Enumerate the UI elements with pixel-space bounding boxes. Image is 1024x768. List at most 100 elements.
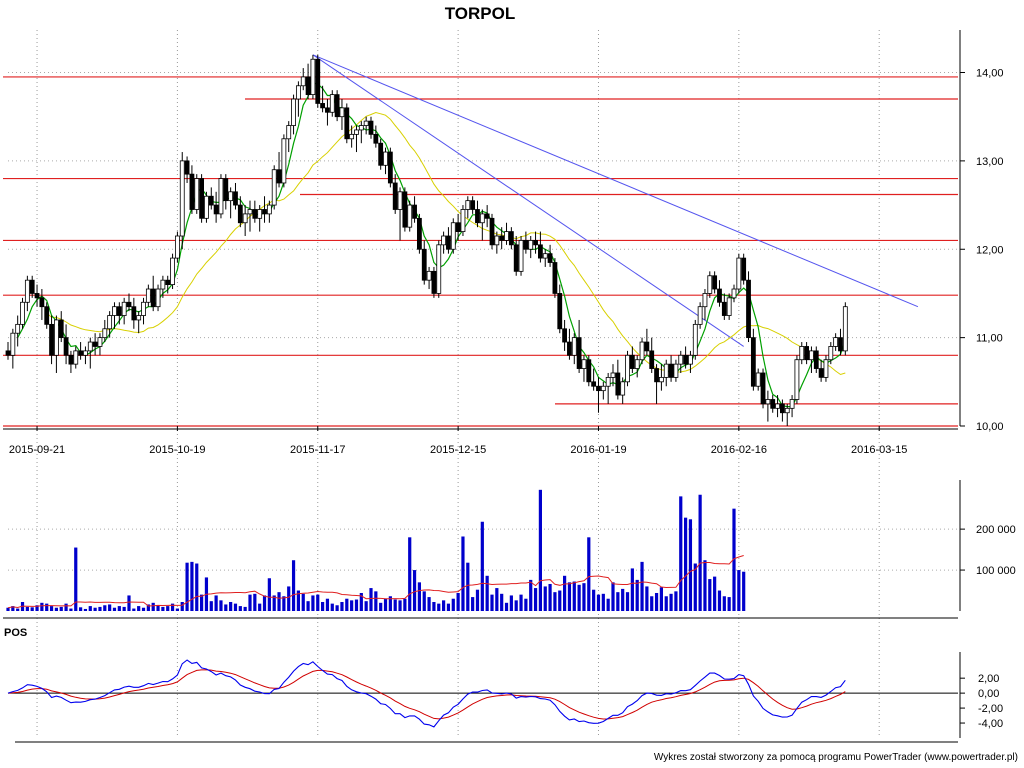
volume-bar [471,597,475,611]
volume-bar [59,606,63,611]
candle-up [310,58,316,96]
candle-down [499,235,505,241]
volume-bar [654,592,659,611]
volume-bar [25,606,29,611]
candle-down [34,293,40,299]
volume-bar [54,607,58,611]
volume-bar [611,582,615,611]
candle-up [281,138,287,184]
candle-down [484,213,490,219]
volume-bar [258,603,262,611]
candle-up [112,306,117,316]
trendlines [312,54,919,347]
oscillator-panel: 2,00 0,00 -2,00 -4,00 [7,652,1003,743]
candle-up [518,240,524,272]
candle-up [688,354,693,365]
candle-up [494,235,500,246]
volume-bar [296,590,300,611]
volume-bar [185,562,189,611]
moving-averages [17,82,846,408]
volume-bar [306,601,310,611]
volume-bar [156,605,160,611]
candle-down [334,94,340,118]
candle-up [121,301,127,316]
volume-bar [88,606,92,611]
candle-up [170,257,175,286]
volume-bar [727,597,731,611]
candle-down [49,323,54,356]
volume-bar [722,596,726,611]
candle-down [325,107,330,113]
candle-down [199,178,205,219]
volume-bar [170,603,175,611]
candle-up [678,354,684,365]
volume-bar [253,593,257,611]
candle-down [223,178,229,202]
x-tick-label: 2015-10-19 [149,444,205,456]
volume-bar [456,592,460,611]
candle-up [620,381,626,396]
candle-down [116,306,122,316]
volume-bar [606,598,610,611]
candle-down [39,297,45,308]
candle-down [475,209,480,224]
candle-down [29,279,35,294]
volume-bar [6,607,10,611]
candle-up [358,125,364,131]
candle-up [102,328,108,339]
volume-bar [601,593,605,611]
osc-main-line [7,659,846,728]
candle-up [809,350,814,361]
candle-down [305,76,311,96]
volume-bar [321,601,325,611]
candle-up [765,399,771,405]
volume-bar [79,607,83,611]
candle-down [416,217,422,250]
volume-bar [403,598,407,611]
candle-down [165,279,171,286]
candle-down [68,354,74,365]
volume-bar [393,599,397,611]
candle-up [73,350,79,365]
y-tick-label: 11,00 [976,333,1003,345]
chart-title: TORPOL [445,4,516,23]
volume-bar [659,587,663,611]
oscillator-title: POS [4,627,27,639]
candle-down [5,350,11,356]
y-tick-label: 10,00 [976,421,1004,433]
candle-down [392,182,398,210]
volume-bar [388,596,392,611]
candle-up [731,288,737,299]
candle-up [842,306,848,352]
support-resistance-levels [3,76,958,427]
volume-bar [301,593,305,611]
candle-up [407,204,413,228]
x-tick-label: 2015-11-17 [290,444,345,456]
volume-bar [350,600,354,611]
volume-bar [572,581,576,611]
volume-bar [74,547,78,611]
candle-down [576,337,582,369]
candle-up [397,191,403,210]
x-tick-label: 2016-03-15 [851,444,907,456]
candle-down [378,142,384,166]
volume-bar [379,602,383,611]
candle-down [712,275,718,290]
y-tick-label: 14,00 [976,68,1004,80]
volume-bar [664,596,668,611]
volume-bar [529,579,533,611]
candle-up [24,279,30,303]
candle-up [228,191,234,202]
candle-up [775,403,780,409]
candle-up [479,213,485,224]
trendline [312,54,744,347]
volume-bar [219,600,223,611]
volume-bar [625,592,630,611]
candle-up [673,363,679,378]
volume-ma-line [7,555,744,609]
osc-tick-label: 2,00 [978,673,999,685]
volume-bar [437,603,441,611]
volume-bar [340,601,344,611]
volume-bar [325,598,330,611]
volume-bar [195,563,199,611]
